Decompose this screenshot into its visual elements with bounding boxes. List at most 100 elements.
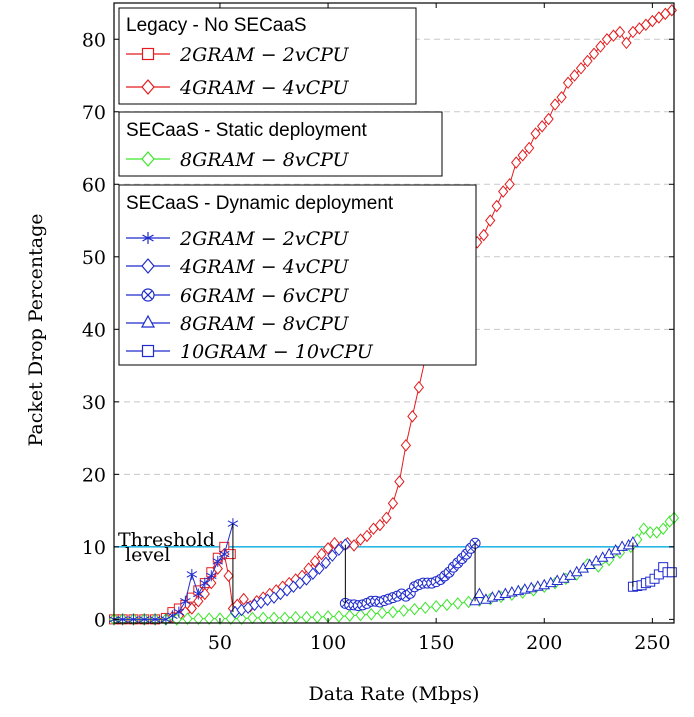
plot-frame xyxy=(113,2,675,624)
data-point-diamond xyxy=(348,539,360,552)
y-tick-label: 60 xyxy=(82,174,106,196)
data-point-diamond xyxy=(376,606,388,620)
data-point-diamond xyxy=(398,604,409,617)
data-point-diamond xyxy=(193,612,204,625)
data-point-diamond xyxy=(658,522,669,536)
data-point-diamond xyxy=(333,543,345,557)
star-stroke xyxy=(139,616,150,623)
data-point-diamond xyxy=(279,611,290,625)
data-point-diamond xyxy=(523,141,535,155)
x-tick-label: 200 xyxy=(526,632,562,654)
data-point-diamond xyxy=(409,602,420,616)
legend-entry-static-8gram: 8GRAM − 8vCPU xyxy=(126,149,350,171)
legend-star-marker xyxy=(142,232,154,244)
x-tick-label: 250 xyxy=(634,632,670,654)
data-point-diamond xyxy=(238,592,249,606)
data-point-diamond xyxy=(366,608,377,621)
legend-label: 4GRAM − 4vCPU xyxy=(179,256,350,278)
legend-entry-legacy-2gram: 2GRAM − 2vCPU xyxy=(126,44,350,66)
data-point-star xyxy=(173,606,185,618)
data-point-diamond xyxy=(504,177,515,191)
star-stroke xyxy=(199,579,211,587)
data-point-diamond xyxy=(485,214,496,227)
data-point-diamond xyxy=(203,612,215,625)
data-point-diamond xyxy=(556,90,567,104)
data-point-star xyxy=(199,577,211,589)
threshold-label-line2: level xyxy=(125,544,170,566)
data-point-diamond xyxy=(420,601,431,615)
star-stroke xyxy=(173,608,185,616)
data-point-diamond xyxy=(407,410,418,423)
y-axis-title: Packet Drop Percentage xyxy=(25,213,47,446)
threshold-label-line1: Threshold xyxy=(118,529,215,551)
legend-group-legacy: Legacy - No SECaaS 2GRAM − 2vCPU 4GRAM −… xyxy=(118,7,417,105)
y-tick-label: 70 xyxy=(82,102,106,124)
data-point-diamond xyxy=(530,127,541,140)
x-tick-label: 100 xyxy=(310,632,346,654)
data-point-diamond xyxy=(309,555,321,568)
data-point-diamond xyxy=(361,529,373,543)
data-point-diamond xyxy=(621,36,632,50)
legend-label: 4GRAM − 4vCPU xyxy=(179,77,350,99)
data-point-diamond xyxy=(562,76,574,90)
star-stroke xyxy=(186,571,198,578)
data-point-diamond xyxy=(441,598,453,612)
data-point-diamond xyxy=(491,199,502,213)
data-point-diamond xyxy=(431,600,442,613)
legend-entry-dynamic-10gram: 10GRAM − 10vCPU xyxy=(126,341,374,363)
data-point-diamond xyxy=(452,597,463,610)
star-stroke xyxy=(149,616,161,623)
data-point-diamond xyxy=(511,156,522,169)
data-point-diamond xyxy=(301,610,312,624)
data-point-diamond xyxy=(387,497,399,510)
data-point-square xyxy=(666,567,677,578)
data-point-diamond xyxy=(381,511,392,525)
star-stroke xyxy=(193,590,204,598)
data-point-diamond xyxy=(569,69,580,82)
legend-square-marker xyxy=(141,47,155,61)
data-point-diamond xyxy=(549,98,561,111)
data-point-diamond xyxy=(322,542,334,555)
data-point-diamond xyxy=(320,556,332,570)
legend-entry-dynamic-4gram: 4GRAM − 4vCPU xyxy=(126,256,350,278)
legend-title-static: SECaaS - Static deployment xyxy=(126,120,368,141)
x-tick-label: 50 xyxy=(208,632,232,654)
data-point-diamond xyxy=(413,381,425,394)
data-point-diamond xyxy=(387,605,399,619)
data-point-diamond xyxy=(225,612,236,625)
legend-label: 8GRAM − 8vCPU xyxy=(180,313,350,335)
data-point-diamond xyxy=(301,573,312,586)
star-stroke xyxy=(212,558,224,565)
data-point-diamond xyxy=(268,611,280,625)
legend-entry-dynamic-6gram: 6GRAM − 6vCPU xyxy=(126,285,350,307)
legend-label: 8GRAM − 8vCPU xyxy=(180,149,350,171)
legend-group-static: SECaaS - Static deployment 8GRAM − 8vCPU xyxy=(118,111,443,177)
y-tick-label: 10 xyxy=(82,537,106,559)
data-point-triangle xyxy=(473,587,486,598)
data-point-star xyxy=(219,548,230,560)
star-stroke xyxy=(128,616,139,623)
data-point-diamond xyxy=(247,611,258,625)
data-point-diamond xyxy=(327,549,338,562)
data-point-diamond xyxy=(344,609,355,623)
series-line xyxy=(114,523,234,620)
star-stroke xyxy=(180,598,191,605)
x-tick-label: 150 xyxy=(418,632,454,654)
data-point-diamond xyxy=(575,61,587,75)
legend-label: 2GRAM − 2vCPU xyxy=(179,44,350,66)
x-axis-title: Data Rate (Mbps) xyxy=(309,683,480,705)
series-7 xyxy=(627,562,677,592)
legend-group-dynamic: SECaaS - Dynamic deployment 2GRAM − 2vCP… xyxy=(118,184,477,366)
data-point-diamond xyxy=(394,475,405,488)
y-tick-label: 50 xyxy=(82,247,106,269)
data-point-star xyxy=(186,568,198,580)
data-point-diamond xyxy=(478,228,489,242)
data-point-diamond xyxy=(258,611,269,625)
data-point-diamond xyxy=(355,608,366,622)
legend-title-legacy: Legacy - No SECaaS xyxy=(126,15,307,36)
data-point-diamond xyxy=(312,610,323,624)
legend-diamond-marker xyxy=(141,258,155,274)
data-point-diamond xyxy=(333,610,345,623)
legend-diamond-marker xyxy=(141,79,155,95)
